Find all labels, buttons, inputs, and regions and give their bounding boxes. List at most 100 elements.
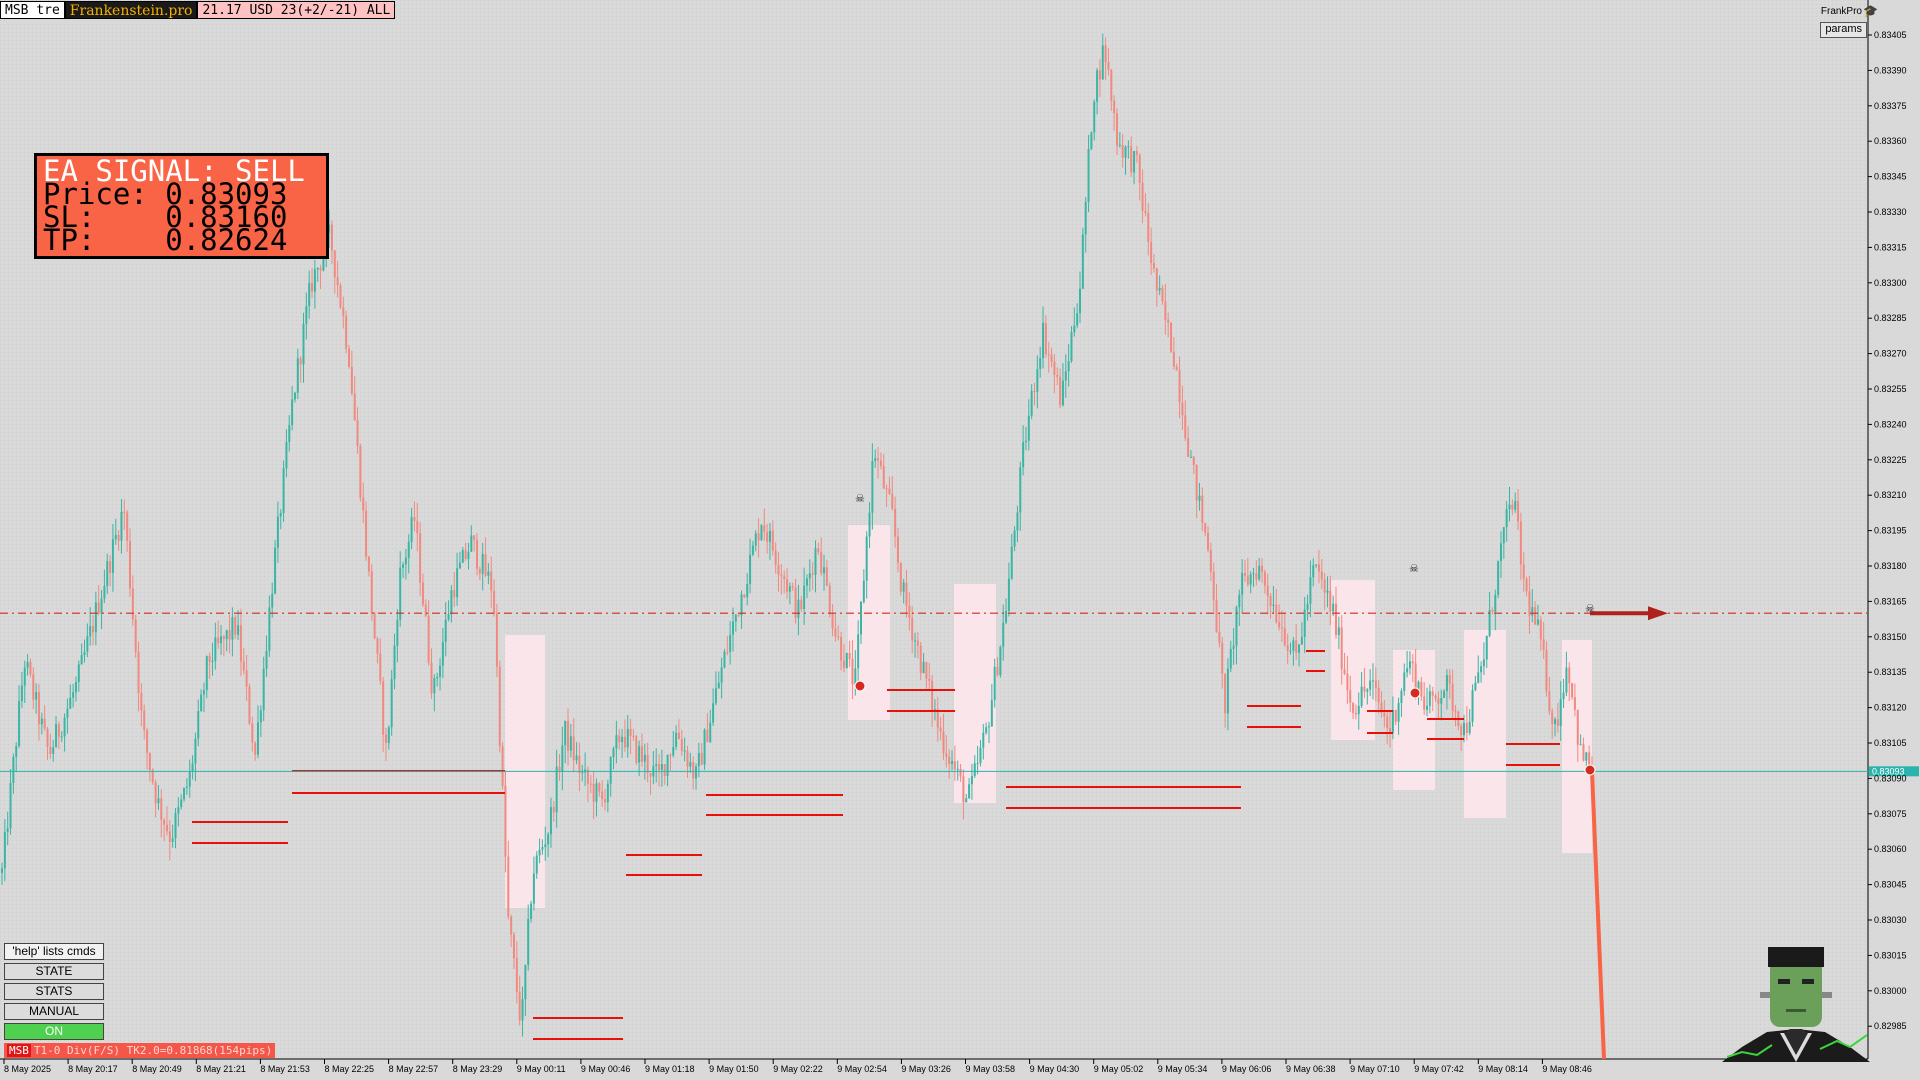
candle-body <box>1571 683 1574 698</box>
candle-body <box>1454 710 1457 713</box>
candle-body <box>1559 699 1562 726</box>
candle-body <box>976 762 979 764</box>
trade-marker-icon <box>854 680 866 692</box>
candle-body <box>1360 686 1363 706</box>
candle-body <box>248 686 251 724</box>
candle-body <box>737 614 740 616</box>
candle-body <box>1027 415 1030 441</box>
candle-body <box>891 493 894 509</box>
on-toggle-button[interactable]: ON <box>4 1023 104 1040</box>
candle-body <box>1352 702 1355 714</box>
help-button[interactable]: 'help' lists cmds <box>4 943 104 960</box>
candle-body <box>899 562 902 592</box>
candle-body <box>1212 571 1215 600</box>
candle-body <box>1394 710 1397 722</box>
candle-body <box>914 640 917 642</box>
y-tick-label: 0.83360 <box>1874 136 1907 146</box>
candle-body <box>1170 322 1173 352</box>
candle-body <box>985 727 988 733</box>
candle-body <box>365 510 368 557</box>
candle-body <box>1539 619 1542 640</box>
candle-body <box>1298 644 1301 653</box>
candle-body <box>797 599 800 618</box>
candle-body <box>481 553 484 574</box>
candle-body <box>712 703 715 723</box>
candle-body <box>1195 464 1198 501</box>
candle-body <box>1434 695 1437 699</box>
candle-body <box>729 634 732 652</box>
candle-body <box>552 807 555 813</box>
candle-body <box>373 613 376 639</box>
skull-icon: ☠ <box>855 492 865 505</box>
candle-body <box>953 761 956 770</box>
candle-body <box>1042 322 1045 359</box>
candle-body <box>185 786 188 788</box>
price-axis <box>1868 0 1920 1080</box>
candle-body <box>1286 645 1289 652</box>
command-panel: 'help' lists cmds STATE STATS MANUAL ON <box>4 943 104 1043</box>
candle-body <box>1087 148 1090 202</box>
candle-body <box>1337 627 1340 636</box>
x-tick-label: 8 May 20:17 <box>68 1064 118 1074</box>
x-tick-label: 9 May 08:46 <box>1542 1064 1592 1074</box>
candle-body <box>1374 680 1377 688</box>
candle-body <box>262 668 265 711</box>
candle-body <box>1389 728 1392 733</box>
candle-body <box>1417 681 1420 694</box>
candle-body <box>925 661 928 679</box>
candle-body <box>888 488 891 494</box>
y-tick-label: 0.83285 <box>1874 313 1907 323</box>
candle-body <box>746 583 749 598</box>
candle-body <box>348 348 351 367</box>
candle-body <box>766 531 769 542</box>
candle-body <box>840 636 843 661</box>
candle-body <box>279 512 282 517</box>
candle-body <box>120 511 123 541</box>
candle-body <box>148 752 151 770</box>
candle-body <box>214 637 217 661</box>
candle-body <box>245 670 248 687</box>
candle-body <box>441 641 444 666</box>
brand-label[interactable]: Frankenstein.pro <box>64 1 198 19</box>
x-tick-label: 9 May 07:10 <box>1350 1064 1400 1074</box>
y-tick-label: 0.83405 <box>1874 30 1907 40</box>
candle-body <box>1499 543 1502 562</box>
candle-body <box>677 732 680 740</box>
graduation-cap-icon[interactable]: 🎓 <box>1863 4 1878 18</box>
candle-body <box>191 763 194 772</box>
candle-body <box>154 782 157 804</box>
candle-body <box>692 762 695 779</box>
candle-body <box>1346 673 1349 691</box>
candle-body <box>1207 532 1210 550</box>
candle-body <box>581 772 584 774</box>
candle-body <box>151 769 154 783</box>
candle-body <box>1275 604 1278 623</box>
candle-body <box>680 739 683 752</box>
candle-body <box>276 516 279 548</box>
candle-body <box>126 512 129 542</box>
candle-body <box>1445 675 1448 692</box>
candle-body <box>709 722 712 743</box>
params-button[interactable]: params <box>1820 22 1867 38</box>
candle-body <box>143 710 146 731</box>
manual-button[interactable]: MANUAL <box>4 1003 104 1020</box>
candle-body <box>416 521 419 534</box>
candle-body <box>220 636 223 644</box>
state-button[interactable]: STATE <box>4 963 104 980</box>
candle-body <box>456 568 459 598</box>
candle-body <box>26 661 29 668</box>
candle-body <box>1096 70 1099 102</box>
stats-button[interactable]: STATS <box>4 983 104 1000</box>
x-tick-label: 8 May 22:57 <box>389 1064 439 1074</box>
candle-body <box>1064 371 1067 381</box>
skull-icon: ☠ <box>1409 562 1419 575</box>
candle-body <box>928 678 931 681</box>
candle-body <box>46 728 49 747</box>
candle-body <box>1437 698 1440 704</box>
candle-body <box>1406 668 1409 673</box>
candle-body <box>1141 182 1144 211</box>
candle-body <box>1280 627 1283 629</box>
candle-body <box>823 567 826 574</box>
candle-body <box>288 424 291 442</box>
